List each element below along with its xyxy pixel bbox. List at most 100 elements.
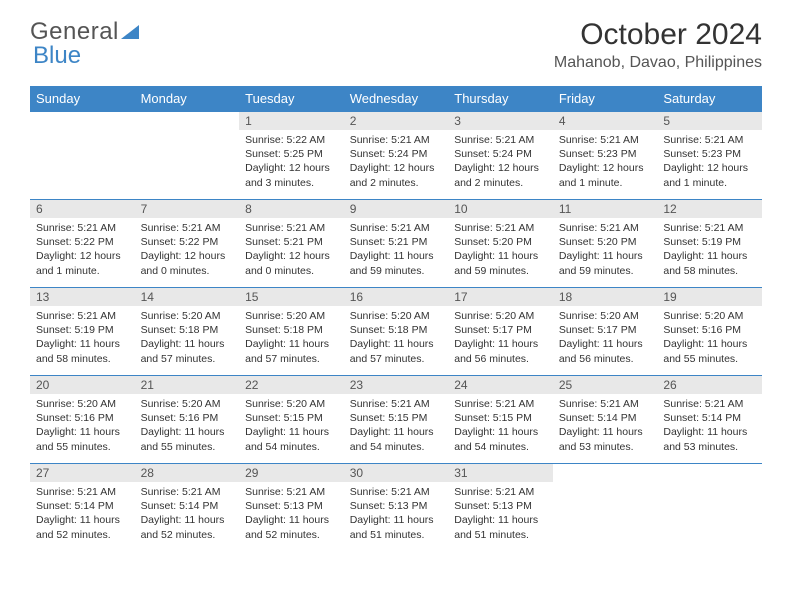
daylight-text: Daylight: 12 hours and 0 minutes. — [245, 249, 338, 277]
calendar-cell: 20Sunrise: 5:20 AMSunset: 5:16 PMDayligh… — [30, 376, 135, 464]
sunset-text: Sunset: 5:17 PM — [559, 323, 652, 337]
day-body: Sunrise: 5:21 AMSunset: 5:22 PMDaylight:… — [30, 218, 135, 282]
day-number: 19 — [657, 288, 762, 306]
calendar-cell: 10Sunrise: 5:21 AMSunset: 5:20 PMDayligh… — [448, 200, 553, 288]
sunset-text: Sunset: 5:19 PM — [663, 235, 756, 249]
day-number: 10 — [448, 200, 553, 218]
sunrise-text: Sunrise: 5:21 AM — [559, 133, 652, 147]
daylight-text: Daylight: 11 hours and 58 minutes. — [36, 337, 129, 365]
calendar-cell: 31Sunrise: 5:21 AMSunset: 5:13 PMDayligh… — [448, 464, 553, 552]
sunset-text: Sunset: 5:21 PM — [245, 235, 338, 249]
sunset-text: Sunset: 5:17 PM — [454, 323, 547, 337]
daylight-text: Daylight: 11 hours and 56 minutes. — [454, 337, 547, 365]
sunset-text: Sunset: 5:23 PM — [559, 147, 652, 161]
sunrise-text: Sunrise: 5:21 AM — [663, 221, 756, 235]
sunrise-text: Sunrise: 5:20 AM — [454, 309, 547, 323]
sunset-text: Sunset: 5:14 PM — [141, 499, 234, 513]
daylight-text: Daylight: 11 hours and 58 minutes. — [663, 249, 756, 277]
sunrise-text: Sunrise: 5:21 AM — [559, 397, 652, 411]
daylight-text: Daylight: 11 hours and 59 minutes. — [350, 249, 443, 277]
daylight-text: Daylight: 12 hours and 2 minutes. — [350, 161, 443, 189]
calendar-cell: 28Sunrise: 5:21 AMSunset: 5:14 PMDayligh… — [135, 464, 240, 552]
weekday-header: Wednesday — [344, 86, 449, 112]
weekday-header: Monday — [135, 86, 240, 112]
day-number: 8 — [239, 200, 344, 218]
sunrise-text: Sunrise: 5:20 AM — [663, 309, 756, 323]
sunset-text: Sunset: 5:18 PM — [141, 323, 234, 337]
daylight-text: Daylight: 11 hours and 52 minutes. — [245, 513, 338, 541]
day-number: 6 — [30, 200, 135, 218]
sunset-text: Sunset: 5:16 PM — [663, 323, 756, 337]
calendar-cell: 29Sunrise: 5:21 AMSunset: 5:13 PMDayligh… — [239, 464, 344, 552]
sunrise-text: Sunrise: 5:21 AM — [141, 221, 234, 235]
sunrise-text: Sunrise: 5:21 AM — [454, 221, 547, 235]
day-body: Sunrise: 5:20 AMSunset: 5:18 PMDaylight:… — [239, 306, 344, 370]
sunrise-text: Sunrise: 5:20 AM — [141, 397, 234, 411]
calendar-cell: 22Sunrise: 5:20 AMSunset: 5:15 PMDayligh… — [239, 376, 344, 464]
calendar-cell: 21Sunrise: 5:20 AMSunset: 5:16 PMDayligh… — [135, 376, 240, 464]
daylight-text: Daylight: 12 hours and 1 minute. — [663, 161, 756, 189]
day-body: Sunrise: 5:20 AMSunset: 5:16 PMDaylight:… — [657, 306, 762, 370]
sunrise-text: Sunrise: 5:21 AM — [454, 133, 547, 147]
calendar-cell: 5Sunrise: 5:21 AMSunset: 5:23 PMDaylight… — [657, 112, 762, 200]
calendar-cell: 12Sunrise: 5:21 AMSunset: 5:19 PMDayligh… — [657, 200, 762, 288]
daylight-text: Daylight: 11 hours and 51 minutes. — [454, 513, 547, 541]
sunset-text: Sunset: 5:22 PM — [36, 235, 129, 249]
calendar-cell: 6Sunrise: 5:21 AMSunset: 5:22 PMDaylight… — [30, 200, 135, 288]
sunset-text: Sunset: 5:24 PM — [350, 147, 443, 161]
calendar-cell: 8 Sunrise: 5:21 AMSunset: 5:21 PMDaylight… — [239, 200, 344, 288]
sunrise-text: Sunrise: 5:21 AM — [245, 485, 338, 499]
calendar-cell — [135, 112, 240, 200]
day-number: 9 — [344, 200, 449, 218]
sunset-text: Sunset: 5:14 PM — [663, 411, 756, 425]
daylight-text: Daylight: 11 hours and 52 minutes. — [36, 513, 129, 541]
day-body: Sunrise: 5:21 AMSunset: 5:21 PMDaylight:… — [344, 218, 449, 282]
day-body: Sunrise: 5:21 AMSunset: 5:15 PMDaylight:… — [448, 394, 553, 458]
day-body: Sunrise: 5:20 AMSunset: 5:18 PMDaylight:… — [135, 306, 240, 370]
sunset-text: Sunset: 5:24 PM — [454, 147, 547, 161]
calendar-cell: 1Sunrise: 5:22 AMSunset: 5:25 PMDaylight… — [239, 112, 344, 200]
day-number: 18 — [553, 288, 658, 306]
day-body: Sunrise: 5:20 AMSunset: 5:17 PMDaylight:… — [448, 306, 553, 370]
sunrise-text: Sunrise: 5:21 AM — [350, 133, 443, 147]
calendar-cell: 15Sunrise: 5:20 AMSunset: 5:18 PMDayligh… — [239, 288, 344, 376]
sunrise-text: Sunrise: 5:20 AM — [245, 397, 338, 411]
calendar-cell: 11Sunrise: 5:21 AMSunset: 5:20 PMDayligh… — [553, 200, 658, 288]
day-body: Sunrise: 5:20 AMSunset: 5:16 PMDaylight:… — [135, 394, 240, 458]
day-body: Sunrise: 5:21 AMSunset: 5:20 PMDaylight:… — [553, 218, 658, 282]
calendar-cell: 17Sunrise: 5:20 AMSunset: 5:17 PMDayligh… — [448, 288, 553, 376]
day-number: 13 — [30, 288, 135, 306]
day-number: 16 — [344, 288, 449, 306]
sunset-text: Sunset: 5:13 PM — [454, 499, 547, 513]
calendar-cell — [553, 464, 658, 552]
day-body: Sunrise: 5:21 AMSunset: 5:14 PMDaylight:… — [135, 482, 240, 546]
calendar-cell: 19Sunrise: 5:20 AMSunset: 5:16 PMDayligh… — [657, 288, 762, 376]
daylight-text: Daylight: 11 hours and 54 minutes. — [245, 425, 338, 453]
day-body: Sunrise: 5:21 AMSunset: 5:13 PMDaylight:… — [239, 482, 344, 546]
sunrise-text: Sunrise: 5:21 AM — [559, 221, 652, 235]
calendar-cell: 9Sunrise: 5:21 AMSunset: 5:21 PMDaylight… — [344, 200, 449, 288]
daylight-text: Daylight: 12 hours and 1 minute. — [559, 161, 652, 189]
sunrise-text: Sunrise: 5:21 AM — [663, 133, 756, 147]
sunset-text: Sunset: 5:18 PM — [350, 323, 443, 337]
sunset-text: Sunset: 5:14 PM — [36, 499, 129, 513]
day-number: 20 — [30, 376, 135, 394]
sunset-text: Sunset: 5:18 PM — [245, 323, 338, 337]
sunrise-text: Sunrise: 5:20 AM — [350, 309, 443, 323]
sunrise-text: Sunrise: 5:21 AM — [350, 221, 443, 235]
day-number: 27 — [30, 464, 135, 482]
sunset-text: Sunset: 5:16 PM — [36, 411, 129, 425]
calendar-cell: 23Sunrise: 5:21 AMSunset: 5:15 PMDayligh… — [344, 376, 449, 464]
calendar-cell: 18Sunrise: 5:20 AMSunset: 5:17 PMDayligh… — [553, 288, 658, 376]
daylight-text: Daylight: 11 hours and 59 minutes. — [454, 249, 547, 277]
sunrise-text: Sunrise: 5:21 AM — [245, 221, 338, 235]
sunrise-text: Sunrise: 5:21 AM — [350, 485, 443, 499]
day-number: 17 — [448, 288, 553, 306]
calendar-cell: 30Sunrise: 5:21 AMSunset: 5:13 PMDayligh… — [344, 464, 449, 552]
daylight-text: Daylight: 11 hours and 53 minutes. — [559, 425, 652, 453]
sunrise-text: Sunrise: 5:21 AM — [36, 221, 129, 235]
logo-line2: Blue — [33, 42, 81, 70]
day-body: Sunrise: 5:22 AMSunset: 5:25 PMDaylight:… — [239, 130, 344, 194]
weekday-header: Friday — [553, 86, 658, 112]
calendar-cell — [657, 464, 762, 552]
